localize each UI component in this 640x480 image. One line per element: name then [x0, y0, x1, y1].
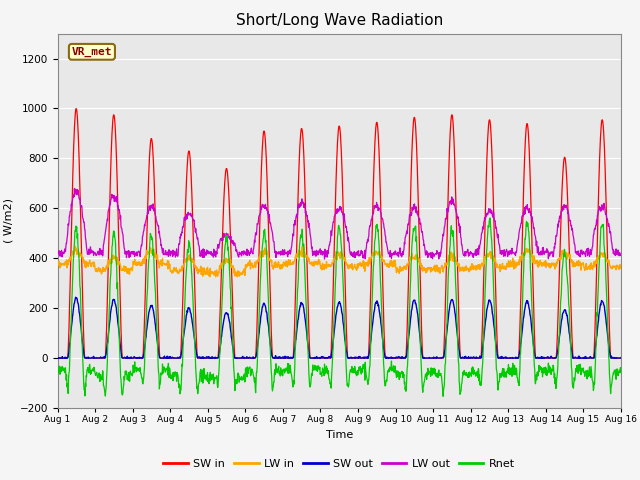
Legend: SW in, LW in, SW out, LW out, Rnet: SW in, LW in, SW out, LW out, Rnet	[159, 455, 519, 474]
Title: Short/Long Wave Radiation: Short/Long Wave Radiation	[236, 13, 443, 28]
X-axis label: Time: Time	[326, 430, 353, 440]
Text: VR_met: VR_met	[72, 47, 112, 57]
Y-axis label: ( W/m2): ( W/m2)	[4, 198, 14, 243]
